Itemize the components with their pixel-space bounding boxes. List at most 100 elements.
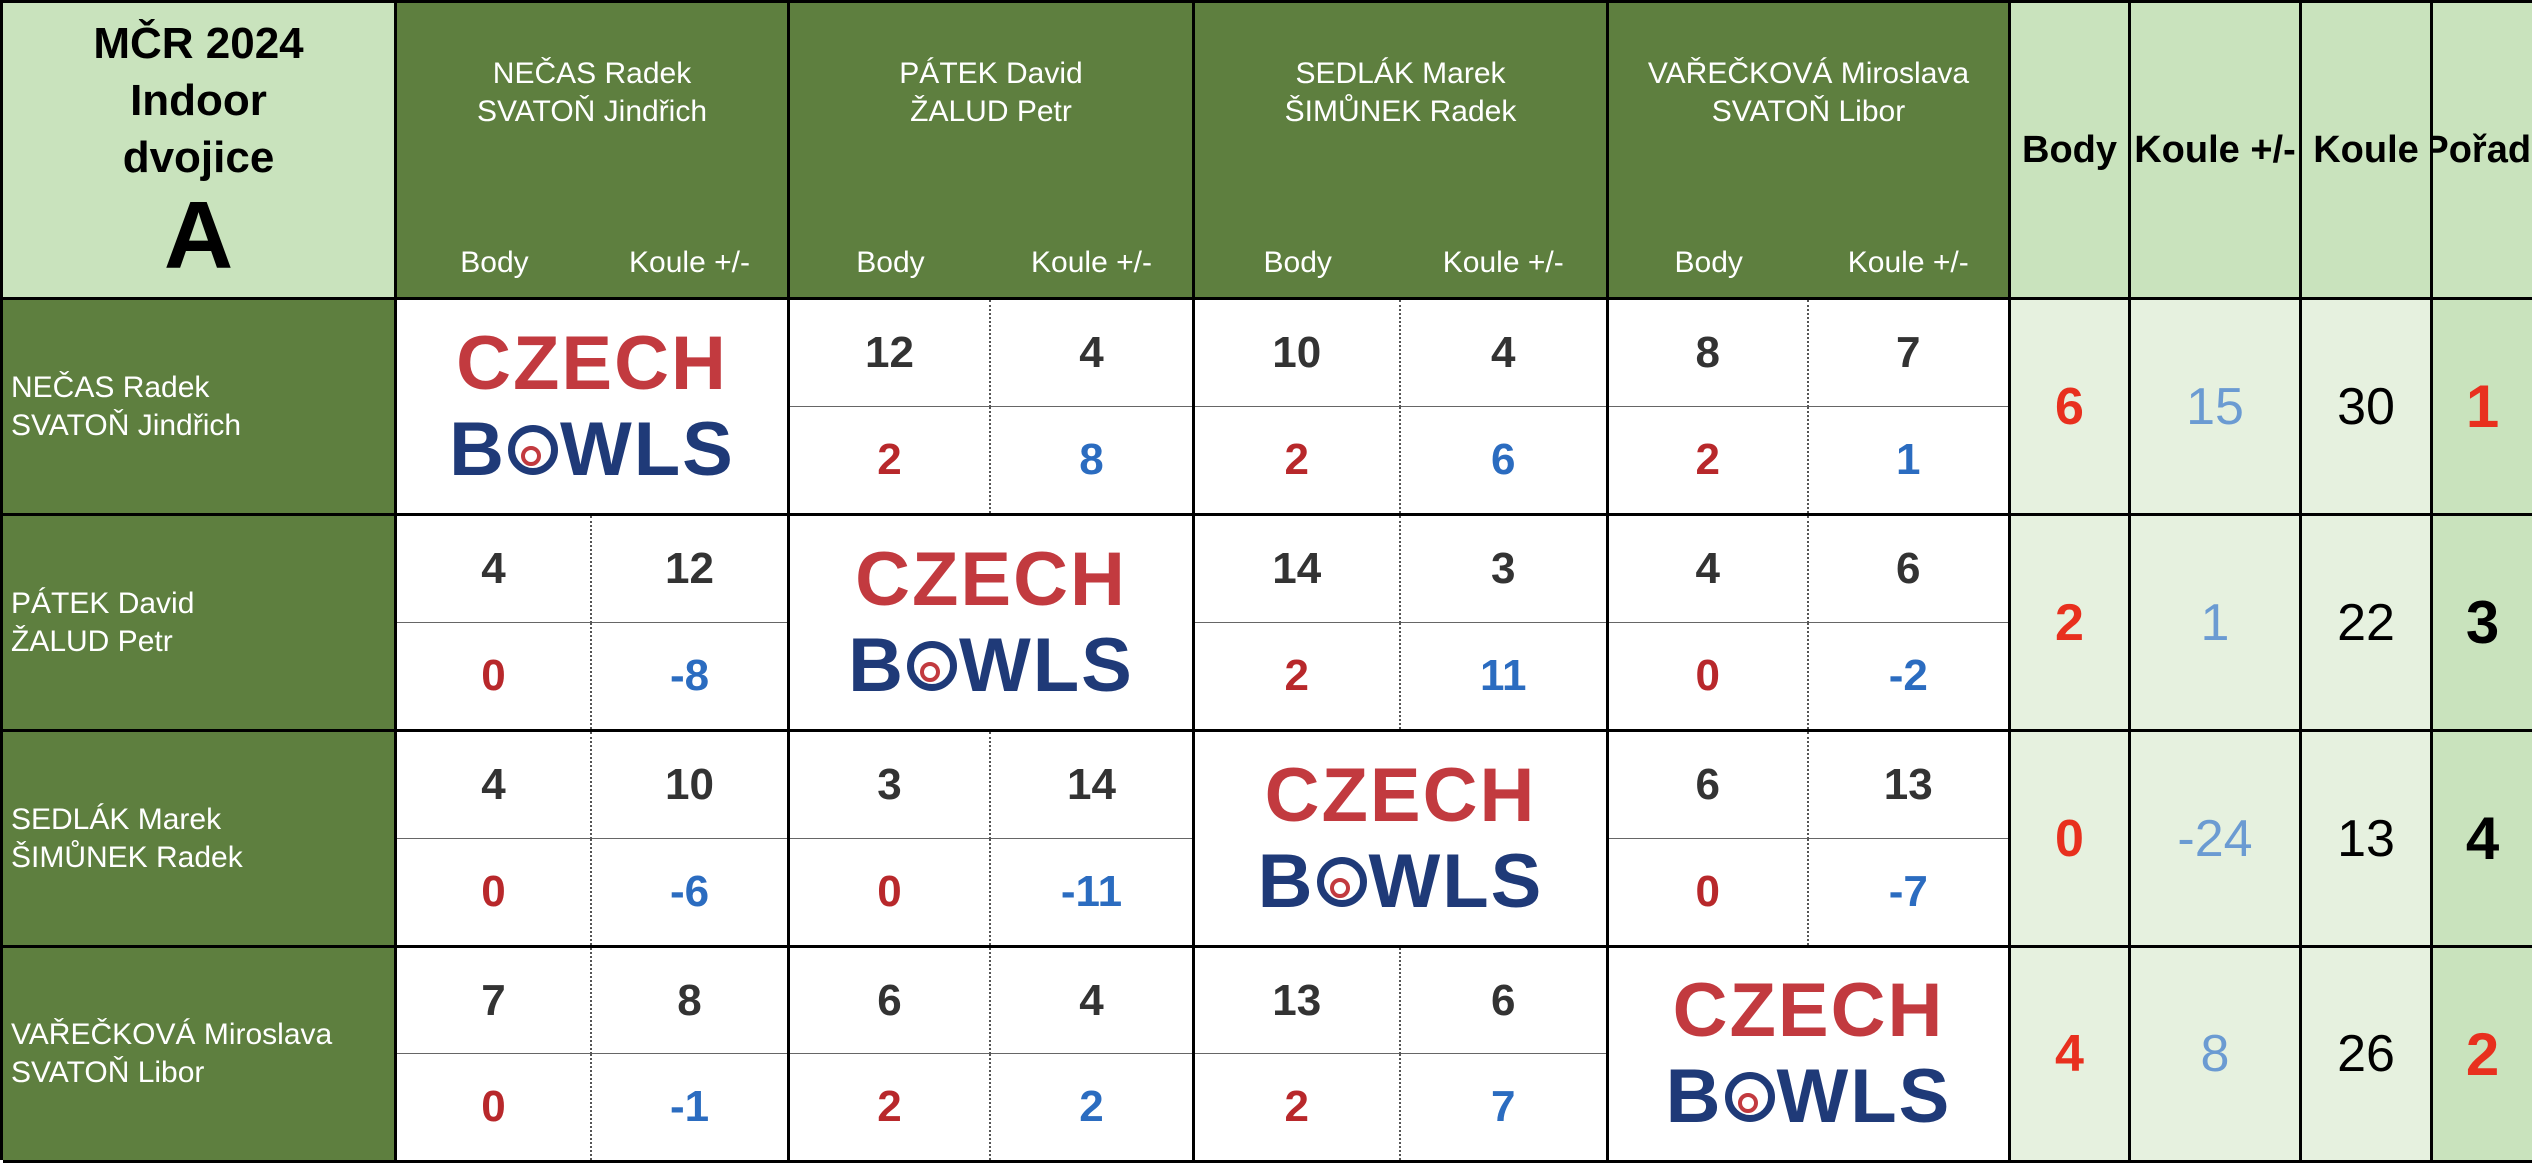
score-for: 6	[1609, 732, 1809, 839]
logo-b: B	[449, 406, 507, 492]
total-koule: 30	[2302, 300, 2433, 516]
row-header-team-2: PÁTEK David ŽALUD Petr	[3, 516, 397, 732]
logo-czech-text: CZECH	[1264, 752, 1537, 838]
match-diff: -2	[1888, 650, 1928, 700]
score-against: 6	[1808, 516, 2008, 623]
summary-header-koule: Koule	[2302, 3, 2433, 300]
logo-b: B	[848, 622, 906, 708]
logo-bowls-text: B WLS	[1666, 1057, 1952, 1137]
match-cell: 7 8 0 -1	[397, 948, 790, 1163]
score-for: 4	[1609, 516, 1809, 623]
player-name: ŽALUD Petr	[11, 624, 173, 658]
logo-b: B	[1665, 1054, 1723, 1139]
subheader-body: Body	[856, 246, 925, 279]
player-name: NEČAS Radek	[492, 57, 692, 90]
player-name: PÁTEK David	[899, 57, 1083, 90]
match-cell: 6 13 0 -7	[1609, 732, 2011, 948]
row-header-team-1: NEČAS Radek SVATOŇ Jindřich	[3, 300, 397, 516]
match-diff: -8	[669, 650, 710, 700]
player-name: SVATOŇ Jindřich	[11, 408, 242, 442]
row-header-team-3: SEDLÁK Marek ŠIMŮNEK Radek	[3, 732, 397, 948]
column-header-team-2: PÁTEK David ŽALUD Petr Body Koule +/-	[790, 3, 1195, 300]
match-points: 0	[397, 838, 592, 945]
player-name: VAŘEČKOVÁ Miroslava	[11, 1018, 333, 1051]
player-name: ŠIMŮNEK Radek	[11, 840, 243, 874]
score-for: 8	[1609, 300, 1809, 407]
match-cell: 10 4 2 6	[1195, 300, 1609, 516]
score-against: 4	[991, 948, 1192, 1054]
column-team-names: VAŘEČKOVÁ Miroslava SVATOŇ Libor	[1609, 55, 2008, 131]
final-rank: 3	[2433, 516, 2532, 732]
column-header-team-4: VAŘEČKOVÁ Miroslava SVATOŇ Libor Body Koule…	[1609, 3, 2011, 300]
score-for: 10	[1195, 300, 1401, 407]
subheader-body: Body	[1674, 246, 1743, 279]
match-diff: -6	[669, 866, 710, 916]
total-body: 6	[2011, 300, 2131, 516]
column-team-names: NEČAS Radek SVATOŇ Jindřich	[397, 55, 787, 131]
score-against: 8	[592, 948, 787, 1054]
column-header-team-3: SEDLÁK Marek ŠIMŮNEK Radek Body Koule +/-	[1195, 3, 1609, 300]
score-against: 12	[592, 516, 787, 623]
logo-bowls-text: B WLS	[449, 406, 735, 492]
total-koule: 13	[2302, 732, 2433, 948]
player-name: SEDLÁK Marek	[11, 802, 222, 836]
match-diff: 1	[1896, 434, 1921, 484]
czech-bowls-logo: CZECH B WLS	[1609, 948, 2011, 1163]
total-koule-diff: -24	[2131, 732, 2302, 948]
match-points: 2	[1609, 406, 1809, 513]
match-cell: 4 6 0 -2	[1609, 516, 2011, 732]
player-name: VAŘEČKOVÁ Miroslava	[1647, 57, 1970, 90]
match-diff: -7	[1888, 866, 1928, 916]
match-diff: -11	[1060, 866, 1123, 916]
score-against: 14	[991, 732, 1192, 839]
player-name: ŠIMŮNEK Radek	[1284, 95, 1517, 128]
match-diff: -1	[669, 1082, 710, 1131]
score-against: 6	[1400, 948, 1606, 1054]
match-diff: 7	[1491, 1082, 1516, 1131]
logo-wls: WLS	[959, 622, 1134, 708]
score-for: 13	[1195, 948, 1401, 1054]
score-for: 4	[397, 732, 592, 839]
score-against: 10	[592, 732, 787, 839]
player-name: SVATOŇ Libor	[1711, 95, 1906, 128]
player-name: SVATOŇ Jindřich	[476, 95, 708, 128]
total-koule-diff: 8	[2131, 948, 2302, 1163]
match-cell: 12 4 2 8	[790, 300, 1195, 516]
group-letter: A	[163, 181, 234, 289]
match-cell: 4 12 0 -8	[397, 516, 790, 732]
match-points: 2	[1195, 622, 1401, 729]
bowl-icon	[1724, 1072, 1775, 1122]
total-body: 4	[2011, 948, 2131, 1163]
match-points: 2	[790, 406, 991, 513]
score-against: 4	[991, 300, 1192, 407]
logo-bowls-text: B WLS	[1257, 838, 1544, 924]
title-line-1: MČR 2024	[93, 18, 304, 68]
column-header-team-1: NEČAS Radek SVATOŇ Jindřich Body Koule +/-	[397, 3, 790, 300]
bowl-icon	[1316, 856, 1367, 907]
match-points: 0	[1609, 838, 1809, 945]
match-cell: 4 10 0 -6	[397, 732, 790, 948]
total-body: 0	[2011, 732, 2131, 948]
player-name: SEDLÁK Marek	[1295, 57, 1506, 90]
subheader-koule: Koule +/-	[1031, 246, 1152, 279]
logo-wls: WLS	[560, 406, 735, 492]
total-koule: 26	[2302, 948, 2433, 1163]
bowl-icon	[907, 640, 958, 691]
score-against: 13	[1808, 732, 2008, 839]
subheader-body: Body	[460, 246, 529, 279]
match-cell: 3 14 0 -11	[790, 732, 1195, 948]
subheader-koule: Koule +/-	[1847, 246, 1969, 279]
match-diff: 8	[1079, 434, 1104, 484]
score-for: 4	[397, 516, 592, 623]
match-diff: 2	[1079, 1082, 1104, 1131]
summary-header-koule-diff: Koule +/-	[2131, 3, 2302, 300]
column-subheaders: Body Koule +/-	[397, 237, 787, 289]
czech-bowls-logo: CZECH B WLS	[397, 300, 790, 516]
summary-header-poradi: Pořadí	[2433, 3, 2532, 300]
logo-czech-text: CZECH	[1672, 968, 1945, 1053]
subheader-body: Body	[1263, 246, 1332, 279]
logo-b: B	[1257, 838, 1315, 924]
